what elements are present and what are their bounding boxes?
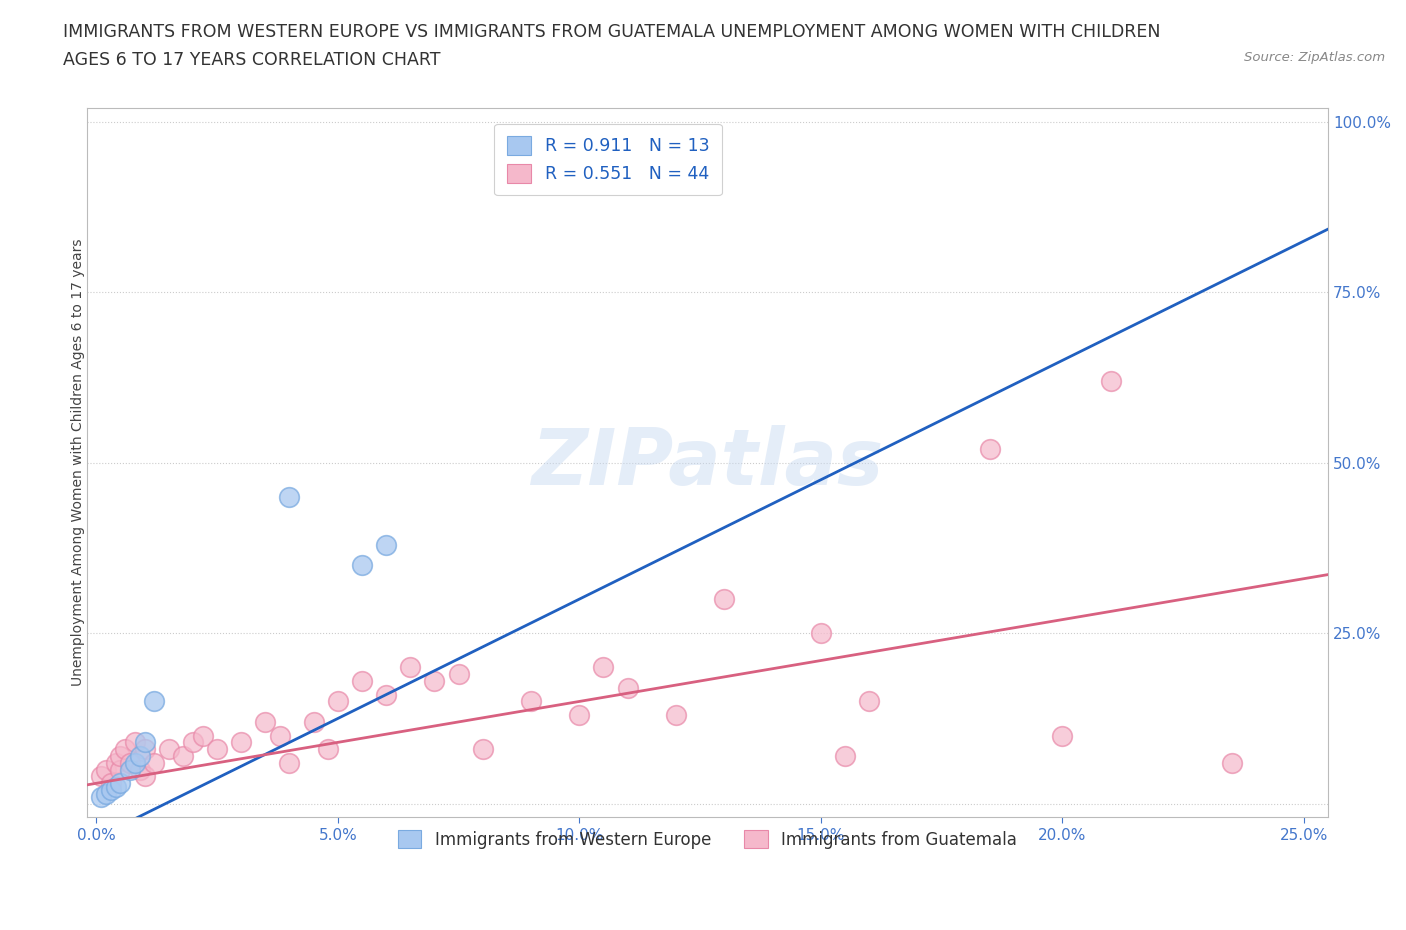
Point	[124, 755, 146, 770]
Point	[100, 776, 122, 790]
Point	[205, 742, 228, 757]
Text: ZIPatlas: ZIPatlas	[531, 425, 883, 500]
Point	[979, 442, 1001, 457]
Point	[110, 776, 132, 790]
Point	[143, 694, 166, 709]
Point	[399, 660, 422, 675]
Point	[375, 687, 398, 702]
Point	[520, 694, 543, 709]
Point	[134, 769, 156, 784]
Point	[94, 786, 117, 801]
Point	[128, 749, 150, 764]
Point	[114, 742, 136, 757]
Point	[302, 714, 325, 729]
Point	[134, 742, 156, 757]
Point	[1052, 728, 1074, 743]
Legend: Immigrants from Western Europe, Immigrants from Guatemala: Immigrants from Western Europe, Immigran…	[388, 820, 1026, 858]
Point	[592, 660, 614, 675]
Point	[254, 714, 277, 729]
Y-axis label: Unemployment Among Women with Children Ages 6 to 17 years: Unemployment Among Women with Children A…	[72, 239, 86, 686]
Point	[181, 735, 204, 750]
Text: AGES 6 TO 17 YEARS CORRELATION CHART: AGES 6 TO 17 YEARS CORRELATION CHART	[63, 51, 440, 69]
Point	[713, 591, 735, 606]
Point	[94, 763, 117, 777]
Point	[858, 694, 880, 709]
Point	[665, 708, 688, 723]
Point	[104, 755, 127, 770]
Point	[231, 735, 253, 750]
Point	[423, 673, 446, 688]
Point	[269, 728, 291, 743]
Point	[90, 790, 112, 804]
Point	[172, 749, 194, 764]
Point	[278, 755, 301, 770]
Point	[118, 763, 141, 777]
Point	[118, 755, 141, 770]
Point	[100, 783, 122, 798]
Point	[616, 681, 638, 696]
Point	[447, 667, 470, 682]
Point	[326, 694, 349, 709]
Point	[834, 749, 856, 764]
Point	[471, 742, 494, 757]
Point	[1220, 755, 1243, 770]
Point	[375, 538, 398, 552]
Point	[810, 626, 832, 641]
Point	[110, 763, 132, 777]
Text: IMMIGRANTS FROM WESTERN EUROPE VS IMMIGRANTS FROM GUATEMALA UNEMPLOYMENT AMONG W: IMMIGRANTS FROM WESTERN EUROPE VS IMMIGR…	[63, 23, 1161, 41]
Point	[104, 779, 127, 794]
Point	[278, 489, 301, 504]
Point	[350, 558, 373, 573]
Point	[134, 735, 156, 750]
Text: Source: ZipAtlas.com: Source: ZipAtlas.com	[1244, 51, 1385, 64]
Point	[350, 673, 373, 688]
Point	[128, 763, 150, 777]
Point	[143, 755, 166, 770]
Point	[124, 735, 146, 750]
Point	[157, 742, 180, 757]
Point	[316, 742, 339, 757]
Point	[1099, 374, 1122, 389]
Point	[90, 769, 112, 784]
Point	[110, 749, 132, 764]
Point	[568, 708, 591, 723]
Point	[191, 728, 214, 743]
